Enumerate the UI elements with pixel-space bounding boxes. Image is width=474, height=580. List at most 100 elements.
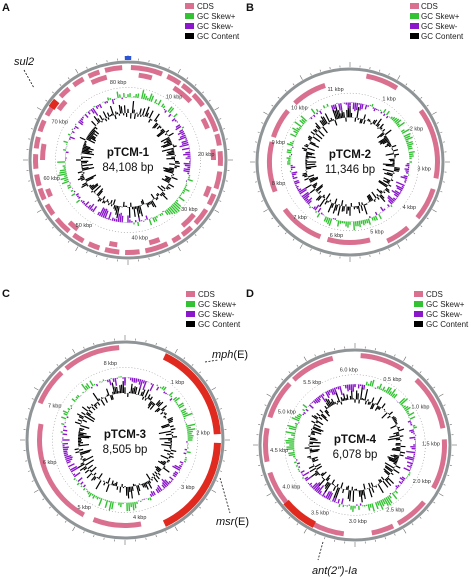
gc-skew-minus-bar xyxy=(69,136,75,140)
plasmid-name: pTCM-4 xyxy=(334,434,377,446)
gc-skew-minus-bar xyxy=(174,464,182,470)
gc-skew-plus-bar xyxy=(294,422,299,426)
scale-tick xyxy=(274,501,277,504)
gc-content-bar xyxy=(329,120,332,122)
scale-tick xyxy=(31,398,34,400)
sul2-leader-line xyxy=(23,69,35,89)
gc-skew-plus-bar xyxy=(291,434,296,437)
gc-skew-plus-bar xyxy=(76,482,80,486)
scale-tick xyxy=(202,226,205,229)
scale-tick xyxy=(177,68,181,74)
gc-skew-minus-bar xyxy=(169,476,174,481)
scale-tick xyxy=(191,514,194,517)
gc-skew-minus-bar xyxy=(89,110,91,112)
gc-content-bar xyxy=(361,489,364,496)
gc-content-bar xyxy=(168,132,174,137)
gc-content-bar xyxy=(316,420,324,426)
gc-content-bar xyxy=(393,457,399,460)
gc-content-bar xyxy=(321,413,327,419)
gc-skew-plus-bar xyxy=(148,218,153,226)
gc-skew-plus-bar xyxy=(295,464,299,467)
scale-tick xyxy=(411,364,414,367)
resistance-gene-feature xyxy=(283,499,316,528)
gc-skew-minus-bar xyxy=(307,482,310,485)
gc-skew-minus-bar xyxy=(393,193,399,198)
gc-skew-plus-bar xyxy=(405,140,409,143)
gc-skew-minus-bar xyxy=(395,184,404,190)
gc-content-bar xyxy=(308,138,312,142)
gc-content-bar xyxy=(307,174,315,178)
gc-content-bar xyxy=(384,462,395,469)
gc-skew-minus-bar xyxy=(163,391,166,394)
gc-skew-plus-bar xyxy=(162,386,167,391)
gc-content-bar xyxy=(104,118,108,122)
gc-content-bar xyxy=(80,424,90,429)
gc-content-bar xyxy=(161,147,174,152)
gc-content-bar xyxy=(336,400,339,403)
gc-skew-plus-bar xyxy=(162,105,166,109)
scale-tick xyxy=(432,209,437,213)
gc-skew-minus-bar xyxy=(165,392,168,395)
gc-skew-plus-bar xyxy=(299,119,305,125)
gc-skew-minus-bar xyxy=(84,113,89,118)
gc-skew-minus-bar xyxy=(87,204,92,209)
cds-feature xyxy=(206,193,217,206)
gc-content-bar xyxy=(341,110,344,119)
gc-skew-plus-bar xyxy=(398,397,406,404)
gc-content-bar xyxy=(386,142,391,146)
gc-skew-minus-bar xyxy=(75,192,80,196)
gc-content-bar xyxy=(327,398,333,407)
gc-content-bar xyxy=(165,177,171,181)
gc-content-bar xyxy=(360,387,363,400)
gc-content-bar xyxy=(387,437,401,441)
gc-skew-plus-bar xyxy=(379,109,382,112)
gc-skew-minus-bar xyxy=(112,378,115,382)
gc-content-bar xyxy=(140,391,143,396)
gc-content-bar xyxy=(388,145,392,148)
gc-skew-plus-bar xyxy=(381,386,386,392)
panel-letter: A xyxy=(2,2,10,14)
gc-skew-minus-bar xyxy=(176,121,178,123)
gc-content-bar xyxy=(305,155,316,159)
kbp-tick-label: 4.0 kbp xyxy=(282,485,300,491)
scale-tick xyxy=(420,225,423,228)
gc-skew-minus-bar xyxy=(317,485,325,494)
gc-skew-minus-bar xyxy=(175,125,182,131)
scale-tick xyxy=(266,493,272,497)
mph-gene-suffix: (E) xyxy=(233,349,248,361)
gc-content-bar xyxy=(368,119,371,122)
gc-content-bar xyxy=(376,196,380,200)
scale-tick xyxy=(263,209,268,213)
cds-feature xyxy=(193,208,209,226)
cds-feature xyxy=(180,225,194,237)
gc-content-bar xyxy=(150,200,155,208)
scale-tick xyxy=(292,238,295,241)
gc-content-bar xyxy=(74,421,81,425)
gc-content-bar xyxy=(140,200,144,205)
gc-content-bar xyxy=(92,392,100,402)
gc-content-bar xyxy=(113,205,116,209)
scale-tick xyxy=(299,244,303,249)
gc-content-bar xyxy=(319,198,326,208)
gc-content-bar xyxy=(380,476,385,481)
gc-content-bar xyxy=(393,419,397,423)
legend-gc-content-label: GC Content xyxy=(426,320,469,329)
gc-skew-plus-bar xyxy=(87,491,91,495)
gc-skew-plus-bar xyxy=(362,219,365,226)
cds-feature xyxy=(310,521,345,537)
gc-content-bar xyxy=(312,458,319,463)
cds-feature xyxy=(34,174,42,187)
scale-tick xyxy=(447,414,450,416)
gc-skew-minus-bar xyxy=(337,498,340,504)
gc-content-bar xyxy=(154,407,160,413)
cds-feature xyxy=(33,154,39,169)
gc-skew-minus-bar xyxy=(81,116,85,119)
gc-content-bar xyxy=(155,474,160,480)
gc-skew-plus-bar xyxy=(181,126,185,129)
scale-tick xyxy=(33,489,39,493)
kbp-tick-label: 6 kbp xyxy=(43,460,56,466)
gc-content-bar xyxy=(382,163,395,166)
gc-skew-minus-bar xyxy=(171,117,176,122)
kbp-tick-label: 6.0 kbp xyxy=(340,367,358,373)
scale-tick xyxy=(426,104,429,107)
